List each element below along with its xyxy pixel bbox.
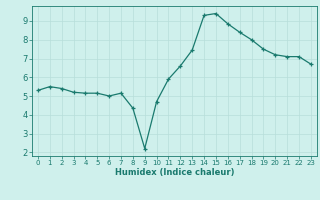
X-axis label: Humidex (Indice chaleur): Humidex (Indice chaleur) bbox=[115, 168, 234, 177]
